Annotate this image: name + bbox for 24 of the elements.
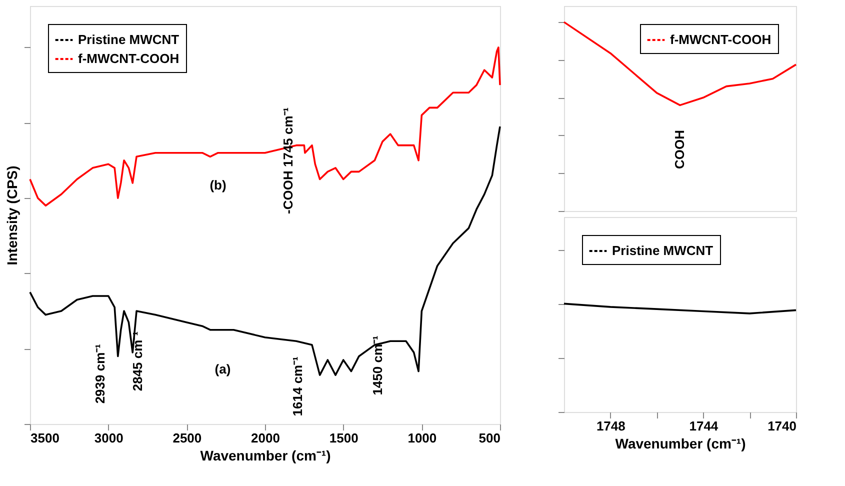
x-tick-label: 3500 [30,430,60,446]
x-tick-label: 2500 [172,430,202,446]
x-tick-label: 2000 [251,430,280,446]
annotation: 1614 cm⁻¹ [290,356,305,416]
legend-label: Pristine MWCNT [612,243,714,258]
x-tick-label: 3000 [94,430,124,446]
x-tick-label: 1500 [329,430,358,446]
legend-label: Pristine MWCNT [78,32,180,47]
annotation: (a) [214,362,231,377]
annotation: (b) [210,178,226,193]
annotation: -COOH 1745 cm⁻¹ [280,107,296,214]
x-tick-label: 500 [478,430,500,446]
legend-label: f-MWCNT-COOH [78,51,180,66]
x-axis-title: Wavenumber (cm⁻¹) [615,436,746,452]
y-axis-title: Intensity (CPS) [4,166,20,266]
x-tick-label: 1744 [689,418,719,434]
annotation: 1450 cm⁻¹ [370,336,385,396]
x-tick-label: 1000 [408,430,437,446]
x-axis-title: Wavenumber (cm⁻¹) [200,448,331,464]
annotation: COOH [672,130,687,169]
annotation: 2939 cm⁻¹ [92,344,108,404]
legend-label: f-MWCNT-COOH [670,32,772,47]
x-tick-label: 1740 [768,418,796,434]
x-tick-label: 1748 [596,418,626,434]
